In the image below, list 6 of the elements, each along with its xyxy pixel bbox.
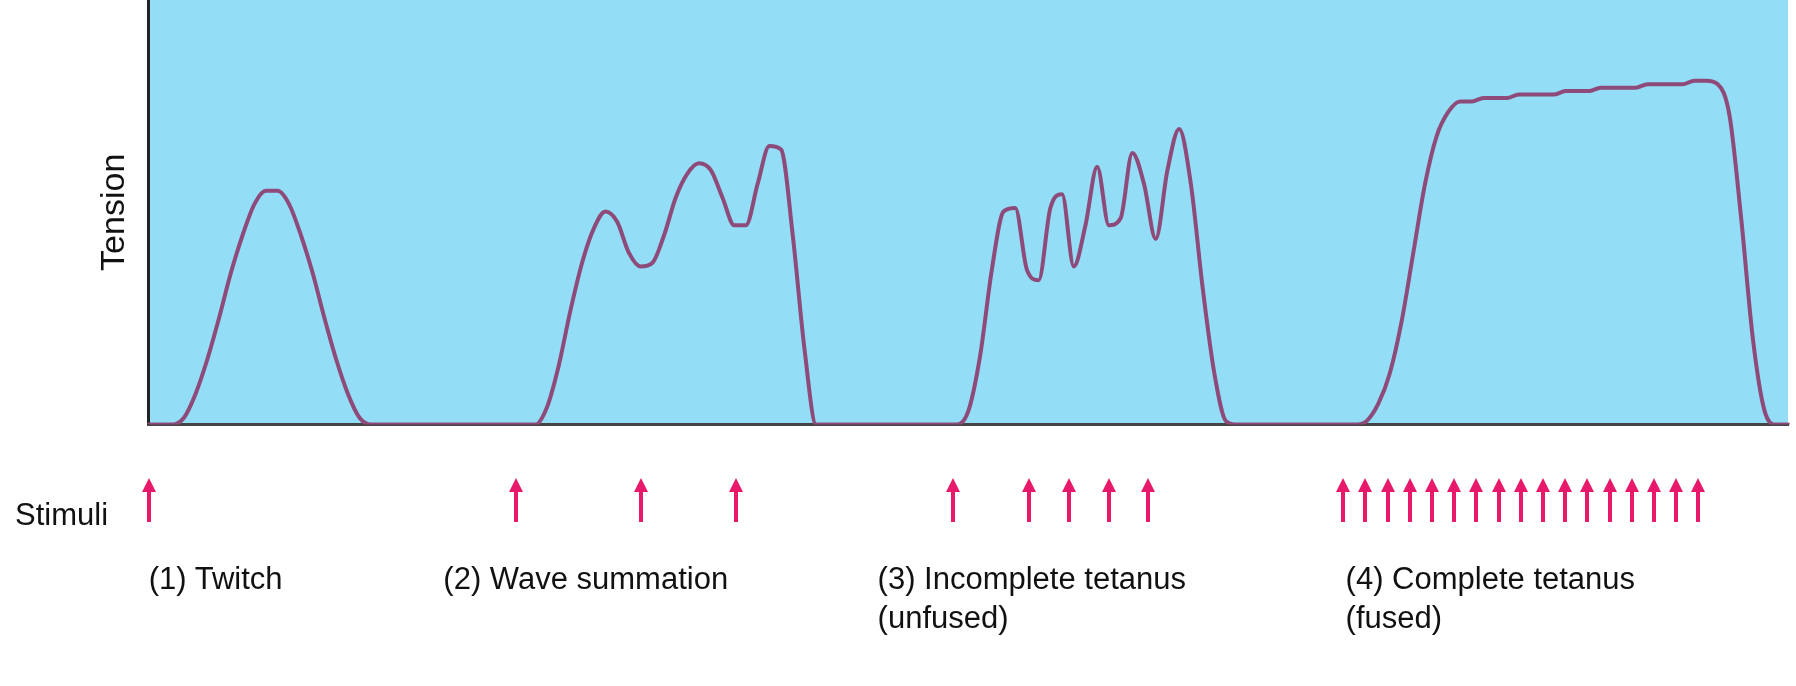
y-axis-title: Tension [92,153,131,271]
text: (3) Incomplete tetanus (unfused) [877,560,1187,637]
text: (4) Complete tetanus (fused) [1345,560,1636,637]
text: (1) Twitch [148,560,283,598]
text: (2) Wave summation [443,560,729,598]
text: Stimuli [15,496,109,534]
